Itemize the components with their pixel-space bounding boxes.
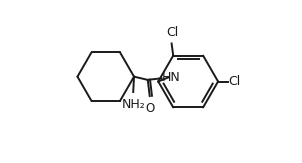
Text: HN: HN [162,71,180,84]
Text: Cl: Cl [228,75,240,88]
Text: Cl: Cl [166,26,178,39]
Text: NH₂: NH₂ [121,98,145,111]
Text: O: O [146,102,155,115]
